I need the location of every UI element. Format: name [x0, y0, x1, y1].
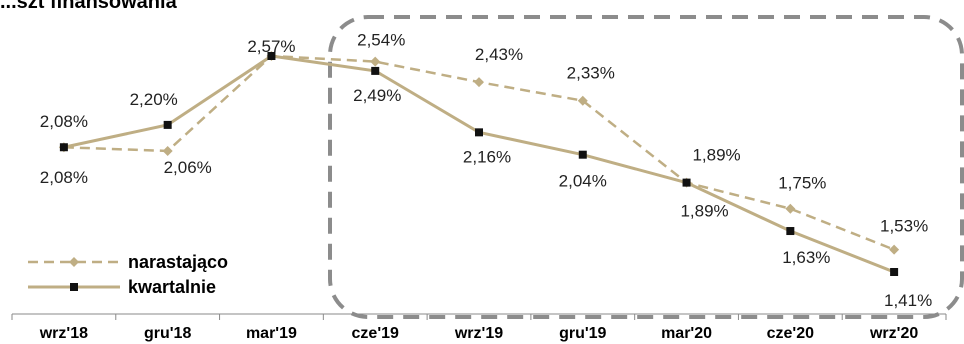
data-label-kwartalnie: 2,57% [247, 37, 295, 56]
point-kwartalnie [59, 143, 68, 152]
point-kwartalnie [475, 128, 483, 137]
point-kwartalnie [786, 227, 795, 236]
chart-title: ...szt finansowania [0, 0, 178, 13]
data-label-kwartalnie: 1,89% [680, 202, 728, 221]
point-narastajaco [162, 145, 173, 156]
data-label-kwartalnie: 1,63% [782, 248, 830, 267]
point-kwartalnie [682, 178, 691, 187]
point-narastajaco [785, 203, 796, 214]
data-label-narastajaco: 1,75% [778, 174, 826, 193]
point-narastajaco [370, 56, 381, 67]
legend-label-narastajaco: narastająco [128, 252, 228, 272]
data-label-narastajaco: 2,08% [40, 168, 88, 187]
point-narastajaco [889, 244, 900, 255]
legend-marker-narastajaco [69, 257, 79, 267]
data-label-narastajaco: 1,53% [880, 217, 928, 236]
x-tick-label: wrz'19 [454, 325, 503, 342]
x-tick-label: wrz'20 [869, 325, 918, 342]
point-kwartalnie [371, 66, 380, 75]
x-tick-label: cze'19 [352, 325, 400, 342]
data-label-narastajaco: 2,06% [164, 158, 212, 177]
point-kwartalnie [267, 52, 276, 60]
point-kwartalnie [890, 268, 899, 276]
data-label-narastajaco: 2,43% [475, 45, 523, 64]
data-label-kwartalnie: 2,16% [463, 147, 511, 166]
data-label-narastajaco: 2,33% [567, 64, 615, 83]
legend-marker-kwartalnie [70, 283, 78, 291]
point-narastajaco [474, 77, 484, 88]
point-narastajaco [577, 95, 588, 106]
x-tick-label: gru'18 [144, 325, 191, 342]
x-tick-label: cze'20 [767, 325, 815, 342]
data-label-narastajaco: 2,54% [357, 31, 405, 50]
data-label-kwartalnie: 2,49% [353, 86, 401, 105]
x-tick-label: wrz'18 [39, 325, 88, 342]
x-tick-label: mar'20 [661, 325, 712, 342]
data-label-kwartalnie: 2,08% [40, 112, 88, 131]
data-label-kwartalnie: 1,41% [884, 291, 932, 310]
point-kwartalnie [578, 150, 587, 159]
x-tick-label: mar'19 [246, 325, 297, 342]
data-label-kwartalnie: 2,04% [559, 172, 607, 191]
highlight-box [328, 15, 964, 319]
data-label-narastajaco: 1,89% [692, 146, 740, 165]
data-label-kwartalnie: 2,20% [130, 90, 178, 109]
x-tick-label: gru'19 [559, 325, 606, 342]
point-kwartalnie [163, 120, 172, 129]
legend-label-kwartalnie: kwartalnie [128, 277, 216, 297]
